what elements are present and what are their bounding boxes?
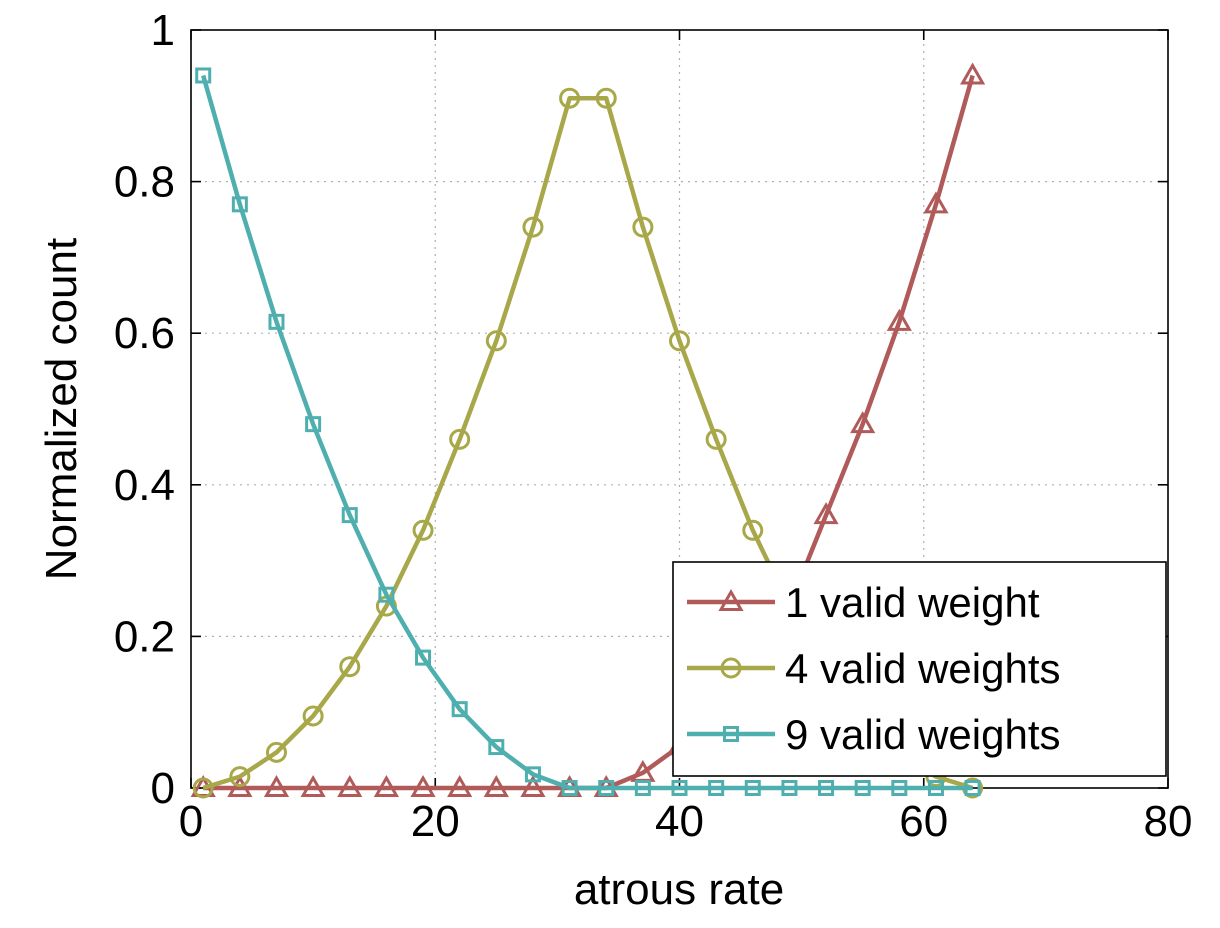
data-point bbox=[632, 216, 654, 238]
data-point bbox=[231, 196, 248, 213]
data-point bbox=[229, 766, 251, 788]
y-tick-label: 0.4 bbox=[114, 461, 175, 510]
axis-ticks: 0 20 40 60 80 0 0.2 0.4 0.6 0.8 1 bbox=[114, 6, 1193, 846]
x-tick-label: 40 bbox=[655, 797, 704, 846]
data-point bbox=[300, 774, 326, 797]
data-point bbox=[854, 780, 871, 796]
data-point bbox=[524, 766, 541, 783]
series-3 bbox=[195, 67, 981, 796]
data-point bbox=[708, 780, 725, 796]
data-point bbox=[488, 739, 505, 756]
y-tick-label: 0.8 bbox=[114, 158, 175, 207]
data-point bbox=[373, 774, 399, 797]
legend-label: 1 valid weight bbox=[785, 579, 1040, 626]
data-point bbox=[923, 191, 949, 214]
data-point bbox=[410, 774, 436, 797]
data-point bbox=[595, 87, 617, 109]
data-point bbox=[339, 656, 361, 678]
y-tick-label: 1 bbox=[151, 6, 175, 55]
data-point bbox=[302, 705, 324, 727]
data-point bbox=[337, 774, 363, 797]
series-line bbox=[201, 74, 973, 791]
data-point bbox=[520, 774, 546, 797]
data-point bbox=[669, 330, 690, 352]
legend-label: 9 valid weights bbox=[785, 711, 1060, 758]
x-tick-label: 0 bbox=[179, 797, 203, 846]
data-point bbox=[559, 87, 581, 109]
data-point bbox=[781, 780, 798, 796]
legend-entry: 9 valid weights bbox=[687, 711, 1060, 758]
data-point bbox=[412, 519, 434, 541]
y-tick-label: 0.2 bbox=[114, 612, 175, 661]
legend-entry: 1 valid weight bbox=[687, 579, 1040, 626]
data-point bbox=[451, 701, 468, 718]
y-tick-label: 0 bbox=[151, 764, 175, 813]
data-point bbox=[263, 774, 290, 797]
data-point bbox=[227, 774, 253, 797]
data-point bbox=[265, 741, 287, 763]
data-point bbox=[927, 780, 944, 796]
data-point bbox=[960, 62, 986, 85]
data-point bbox=[447, 774, 473, 797]
data-point bbox=[485, 330, 507, 352]
data-point bbox=[341, 507, 358, 524]
data-point bbox=[634, 780, 651, 796]
x-axis-title: atrous rate bbox=[574, 865, 784, 914]
legend: 1 valid weight 4 valid weights 9 valid wei… bbox=[672, 561, 1167, 777]
data-point bbox=[742, 519, 764, 541]
data-point bbox=[378, 586, 395, 603]
legend-marker bbox=[723, 726, 739, 742]
data-point bbox=[850, 411, 876, 434]
data-point bbox=[964, 780, 981, 796]
data-point bbox=[818, 780, 835, 796]
y-axis-title: Normalized count bbox=[37, 238, 86, 580]
y-tick-label: 0.6 bbox=[114, 309, 175, 358]
legend-entry: 4 valid weights bbox=[687, 645, 1060, 692]
data-point bbox=[813, 502, 839, 525]
x-tick-label: 20 bbox=[411, 797, 460, 846]
data-point bbox=[192, 777, 214, 799]
data-point bbox=[449, 428, 471, 450]
data-point bbox=[195, 67, 212, 84]
x-tick-label: 60 bbox=[899, 797, 948, 846]
data-point bbox=[483, 774, 509, 797]
x-tick-label: 80 bbox=[1144, 797, 1193, 846]
data-point bbox=[705, 428, 727, 450]
data-point bbox=[305, 416, 322, 433]
data-point bbox=[522, 216, 544, 238]
data-point bbox=[598, 780, 615, 796]
data-point bbox=[268, 313, 285, 330]
data-point bbox=[671, 780, 688, 796]
series-group bbox=[190, 62, 986, 799]
data-point bbox=[891, 780, 908, 796]
data-point bbox=[415, 649, 432, 666]
legend-label: 4 valid weights bbox=[785, 645, 1060, 692]
data-point bbox=[886, 308, 912, 331]
data-point bbox=[561, 780, 578, 796]
data-point bbox=[744, 780, 761, 796]
legend-marker bbox=[718, 588, 744, 611]
legend-marker bbox=[720, 657, 742, 679]
